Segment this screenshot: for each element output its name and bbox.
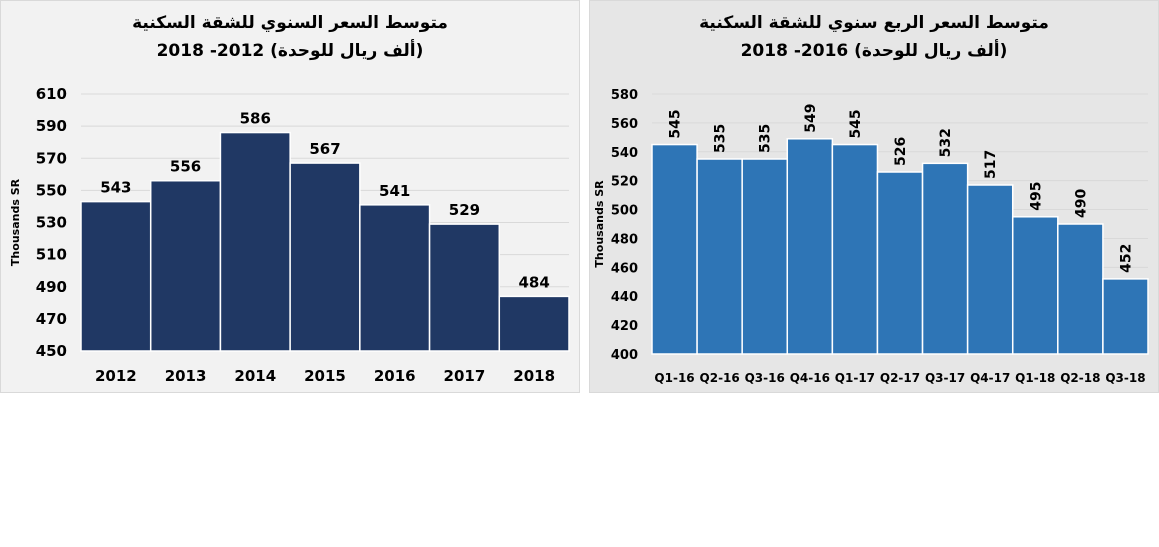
data-label: 517 — [983, 150, 999, 179]
y-tick-label: 500 — [611, 204, 638, 219]
bar — [1011, 216, 1059, 355]
data-label: 495 — [1028, 182, 1044, 211]
title-line-2: (ألف ريال للوحدة) 2016- 2018 — [740, 41, 1008, 61]
x-tick-label: Q4-16 — [790, 371, 830, 385]
bar — [741, 158, 789, 355]
y-tick-label: 570 — [36, 149, 67, 167]
x-tick-label: 2017 — [444, 367, 486, 385]
data-label: 567 — [309, 140, 340, 158]
bar — [149, 179, 222, 352]
bar — [786, 138, 834, 355]
title-line-1: متوسط السعر السنوي للشقة السكنية — [132, 13, 448, 33]
x-tick-label: Q1-16 — [654, 371, 694, 385]
x-tick-label: Q2-17 — [880, 371, 920, 385]
y-tick-label: 560 — [611, 117, 638, 132]
bar — [1057, 223, 1104, 355]
bar — [966, 184, 1014, 355]
bar — [80, 200, 152, 352]
title-line-2: (ألف ريال للوحدة) 2012- 2018 — [156, 41, 424, 61]
bar — [289, 162, 361, 352]
bar — [219, 131, 291, 352]
title-line-1: متوسط السعر الربع سنوي للشقة السكنية — [699, 13, 1049, 33]
x-tick-label: 2012 — [95, 367, 137, 385]
x-tick-label: Q4-17 — [970, 371, 1010, 385]
data-label: 532 — [938, 128, 954, 157]
bar — [876, 171, 924, 355]
x-tick-label: 2014 — [234, 367, 276, 385]
data-label: 484 — [518, 273, 549, 291]
y-axis-label: Thousands SR — [593, 180, 606, 268]
data-label: 490 — [1073, 189, 1089, 218]
chart-plot: 450 470 490 510 530 550 570 590 610 Thousands SR 5… — [9, 85, 570, 385]
chart-title: متوسط السعر الربع سنوي للشقة السكنية (أل… — [590, 9, 1158, 65]
y-tick-label: 540 — [611, 146, 638, 161]
bar — [696, 158, 743, 355]
x-tick-label: 2013 — [165, 367, 207, 385]
y-tick-label: 550 — [36, 181, 67, 199]
x-tick-label: Q3-17 — [925, 371, 965, 385]
x-tick-label: Q3-16 — [745, 371, 785, 385]
data-label: 586 — [240, 110, 271, 128]
y-tick-label: 400 — [611, 348, 638, 363]
y-tick-label: 520 — [611, 175, 638, 190]
data-label: 535 — [758, 124, 774, 153]
bar — [498, 295, 570, 352]
chart-title: متوسط السعر السنوي للشقة السكنية (ألف ري… — [1, 9, 579, 65]
y-tick-label: 480 — [611, 232, 638, 247]
data-label: 543 — [100, 179, 131, 197]
y-tick-label: 460 — [611, 261, 638, 276]
x-tick-label: 2016 — [374, 367, 416, 385]
data-label: 549 — [803, 104, 819, 133]
bar — [831, 143, 879, 355]
bar — [428, 223, 501, 352]
y-tick-label: 580 — [611, 88, 638, 103]
bar — [651, 143, 698, 355]
y-tick-label: 470 — [36, 310, 67, 328]
y-tick-label: 440 — [611, 290, 638, 305]
y-tick-label: 510 — [36, 246, 67, 264]
x-tick-label: Q2-16 — [700, 371, 740, 385]
y-axis-label: Thousands SR — [9, 178, 22, 266]
data-label: 529 — [449, 201, 480, 219]
bar — [359, 204, 431, 352]
bar — [1102, 278, 1149, 355]
x-tick-label: 2018 — [513, 367, 555, 385]
x-tick-label: 2015 — [304, 367, 346, 385]
data-label: 545 — [668, 109, 684, 138]
bar — [921, 162, 969, 355]
data-label: 526 — [893, 137, 909, 166]
data-label: 545 — [848, 109, 864, 138]
data-label: 535 — [713, 124, 729, 153]
y-tick-label: 610 — [36, 85, 67, 103]
data-label: 556 — [170, 158, 201, 176]
x-tick-label: Q1-17 — [835, 371, 875, 385]
y-tick-label: 590 — [36, 117, 67, 135]
chart-plot: 400 420 440 460 480 500 520 540 560 580 Thousands … — [593, 88, 1149, 385]
annual-price-chart: متوسط السعر السنوي للشقة السكنية (ألف ري… — [0, 0, 580, 393]
x-tick-label: Q3-18 — [1105, 371, 1145, 385]
y-tick-label: 490 — [36, 278, 67, 296]
data-label: 541 — [379, 182, 410, 200]
data-label: 452 — [1118, 244, 1134, 273]
y-tick-label: 530 — [36, 214, 67, 232]
y-tick-label: 450 — [36, 342, 67, 360]
quarterly-price-chart: متوسط السعر الربع سنوي للشقة السكنية (أل… — [589, 0, 1159, 393]
y-tick-label: 420 — [611, 319, 638, 334]
x-tick-label: Q2-18 — [1060, 371, 1100, 385]
x-tick-label: Q1-18 — [1015, 371, 1055, 385]
